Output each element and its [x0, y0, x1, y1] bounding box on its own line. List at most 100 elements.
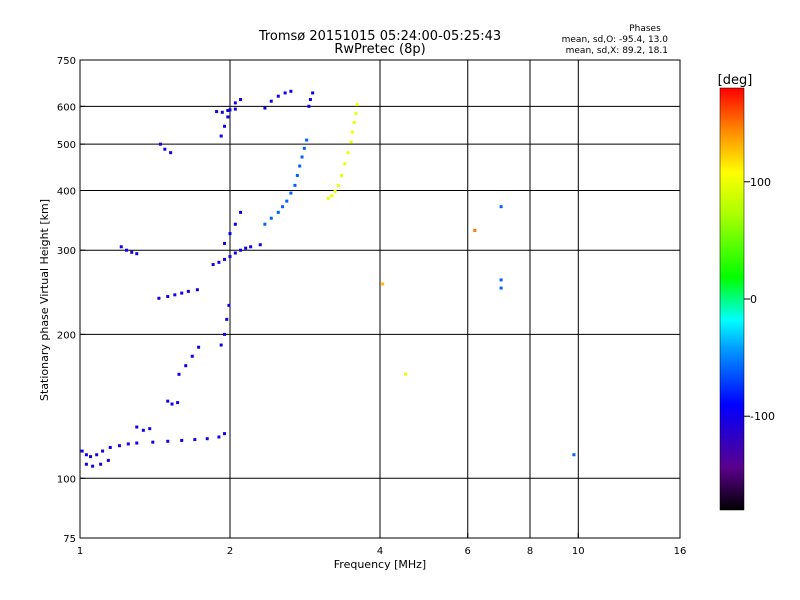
echo-point [285, 199, 289, 203]
echo-point [281, 205, 285, 209]
echo-point [233, 222, 237, 226]
echo-point [226, 115, 230, 119]
echo-point [223, 332, 227, 336]
phase-stats-o: mean, sd,O: -95.4, 13.0 [562, 35, 669, 45]
echo-point [244, 246, 248, 250]
echo-point [130, 250, 134, 254]
y-axis-label: Stationary phase Virtual Height [km] [38, 199, 51, 401]
x-tick-label: 2 [227, 546, 233, 557]
x-tick-label: 4 [377, 546, 383, 557]
x-tick-label: 10 [572, 546, 585, 557]
echo-point [302, 146, 306, 150]
echo-point [228, 232, 232, 236]
echo-point [169, 151, 173, 155]
echo-point [350, 130, 354, 134]
echo-point [346, 151, 350, 155]
data-points [80, 89, 576, 468]
echo-point [233, 251, 237, 255]
echo-point [217, 260, 221, 264]
echo-point [170, 402, 174, 406]
echo-point [117, 444, 121, 448]
echo-point [219, 343, 223, 347]
y-tick-label: 100 [57, 474, 76, 485]
colorbar-tick-label: 0 [750, 293, 757, 306]
echo-point [225, 317, 229, 321]
echo-point [333, 190, 337, 194]
echo-point [228, 108, 232, 112]
echo-point [239, 98, 243, 102]
echo-point [223, 257, 227, 261]
echo-point [499, 278, 503, 282]
echo-point [84, 453, 88, 457]
echo-point [91, 464, 95, 468]
echo-point [499, 205, 503, 209]
echo-point [148, 427, 152, 431]
echo-point [473, 228, 477, 232]
echo-point [223, 241, 227, 245]
colorbar-tick-label: 100 [750, 176, 771, 189]
echo-point [336, 183, 340, 187]
echo-point [293, 183, 297, 187]
y-tick-label: 400 [57, 186, 76, 197]
phase-stats-x: mean, sd,X: 89.2, 18.1 [566, 46, 668, 56]
echo-point [352, 121, 356, 125]
echo-point [289, 89, 293, 93]
echo-point [269, 99, 273, 103]
echo-point [305, 138, 309, 142]
echo-point [106, 458, 110, 462]
colorbar-tick-label: -100 [750, 410, 775, 423]
colorbar-ticks: 100 0 -100 [744, 176, 775, 423]
echo-point [84, 462, 88, 466]
y-tick-label: 200 [57, 330, 76, 341]
echo-point [239, 210, 243, 214]
echo-point [330, 194, 334, 198]
echo-point [217, 435, 221, 439]
x-tick-label: 1 [77, 546, 83, 557]
echo-point [276, 94, 280, 98]
echo-point [300, 155, 304, 159]
phase-stats-heading: Phases [629, 24, 661, 34]
echo-point [311, 91, 315, 95]
echo-point [80, 449, 84, 453]
echo-point [211, 263, 215, 267]
echo-point [381, 282, 385, 286]
x-axis-label: Frequency [MHz] [334, 558, 426, 571]
echo-point [258, 243, 262, 247]
echo-point [354, 111, 358, 115]
echo-point [263, 222, 267, 226]
echo-point [239, 248, 243, 252]
echo-point [95, 453, 99, 457]
echo-point [355, 103, 359, 107]
x-tick-label: 8 [527, 546, 533, 557]
echo-point [195, 288, 199, 292]
echo-point [249, 245, 253, 249]
echo-point [572, 453, 576, 457]
y-axis-ticks: 75 100 200 300 400 500 600 750 [57, 56, 85, 545]
echo-point [126, 442, 130, 446]
echo-point [135, 252, 139, 256]
echo-point [215, 110, 219, 114]
echo-point [228, 255, 232, 259]
echo-point [141, 428, 145, 432]
echo-point [119, 245, 123, 249]
echo-point [163, 147, 167, 151]
echo-point [226, 109, 230, 113]
echo-point [89, 455, 93, 459]
echo-point [166, 399, 170, 403]
echo-point [220, 110, 224, 114]
echo-point [108, 445, 112, 449]
echo-point [223, 432, 227, 436]
echo-point [233, 101, 237, 105]
echo-point [99, 462, 103, 466]
echo-point [176, 401, 180, 405]
x-axis-ticks: 1 2 4 6 8 10 16 [77, 533, 686, 557]
echo-point [125, 248, 129, 252]
y-tick-label: 500 [57, 140, 76, 151]
echo-point [166, 439, 170, 443]
echo-point [349, 140, 353, 144]
echo-point [158, 142, 162, 146]
echo-point [276, 210, 280, 214]
x-tick-label: 6 [465, 546, 471, 557]
echo-point [326, 196, 330, 200]
